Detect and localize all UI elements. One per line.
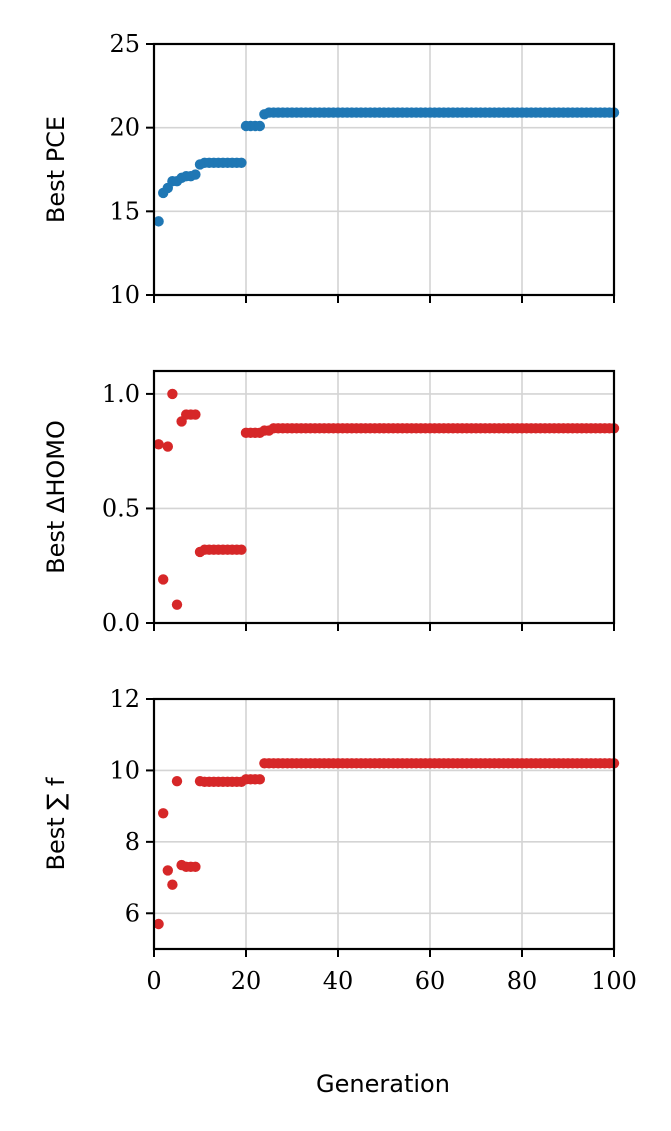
y-axis-label: Best ΔHOMO — [42, 420, 70, 574]
y-axis-label: Best ∑ f — [42, 777, 70, 871]
y-tick-label: 12 — [109, 685, 140, 713]
data-point — [190, 169, 201, 180]
y-tick-label: 0.0 — [102, 609, 140, 637]
data-point — [171, 599, 183, 610]
y-tick-label: 6 — [125, 899, 140, 927]
panel-best-delta-homo: 0.0 0.5 1.0 Best ΔHOMO — [42, 369, 620, 637]
data-point — [236, 544, 247, 555]
data-point — [167, 388, 178, 400]
data-point — [153, 439, 164, 450]
y-tick-label: 8 — [125, 828, 140, 856]
data-point — [190, 409, 201, 420]
axes-frame — [152, 697, 616, 951]
data-point — [158, 574, 169, 585]
data-point — [190, 861, 201, 873]
data-point — [167, 879, 178, 890]
x-tick-label: 80 — [507, 967, 538, 995]
x-tick-label: 40 — [323, 967, 354, 995]
x-tick-label: 60 — [415, 967, 446, 995]
data-point — [254, 774, 265, 785]
axes-frame — [152, 369, 616, 625]
x-axis-label: Generation — [316, 1070, 450, 1098]
y-tick-label: 0.5 — [102, 494, 140, 522]
axes-frame — [152, 42, 616, 297]
data-point — [236, 157, 247, 169]
panel-best-sum-f: 6 8 10 12 0 20 40 60 80 100 Best ∑ f — [42, 685, 637, 995]
data-point — [162, 865, 173, 876]
x-tick-label: 20 — [231, 967, 262, 995]
y-tick-label: 10 — [109, 756, 140, 784]
y-tick-label: 15 — [109, 197, 140, 225]
data-point — [153, 216, 164, 227]
y-tick-label: 1.0 — [102, 380, 140, 408]
data-point — [171, 775, 183, 787]
y-tick-label: 25 — [109, 30, 140, 58]
x-tick-label: 100 — [591, 967, 637, 995]
y-tick-label: 10 — [109, 281, 140, 309]
data-point — [254, 120, 265, 132]
y-axis-label: Best PCE — [42, 116, 70, 223]
data-point — [153, 918, 164, 930]
x-tick-label: 0 — [146, 967, 161, 995]
data-point — [158, 808, 169, 819]
data-point — [162, 441, 173, 452]
panel-best-pce: 10 15 20 25 Best PCE — [42, 30, 620, 309]
y-tick-label: 20 — [109, 114, 140, 142]
